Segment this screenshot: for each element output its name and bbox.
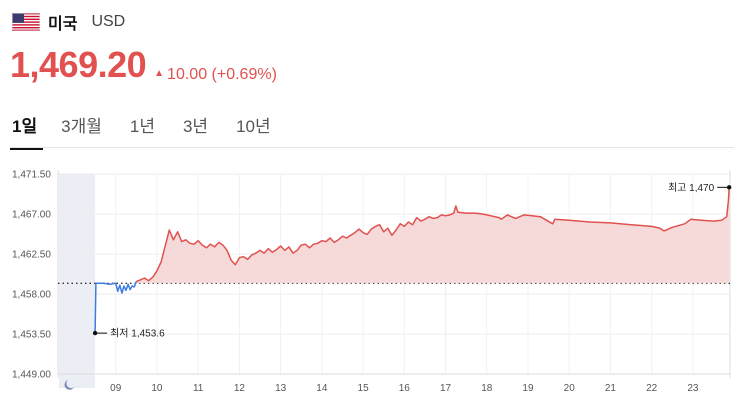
currency-code: USD xyxy=(91,13,126,30)
y-tick-label: 1,449.00 xyxy=(12,370,51,381)
x-tick-label: 23 xyxy=(687,383,699,394)
x-tick-label: 15 xyxy=(358,383,370,394)
currency-header: 미국 USD xyxy=(12,10,125,34)
up-arrow-icon: ▲ xyxy=(154,68,165,79)
y-tick-label: 1,467.00 xyxy=(12,210,51,221)
exchange-rate-chart[interactable]: 1,471.50 1,467.00 1,462.50 1,458.00 1,453.50… xyxy=(0,150,743,410)
high-point-label: 최고 1,470 xyxy=(668,182,715,194)
y-tick-label: 1,458.00 xyxy=(12,290,51,301)
x-tick-label: 20 xyxy=(564,383,576,394)
x-tick-label: 22 xyxy=(646,383,658,394)
low-point-label: 최저 1,453.6 xyxy=(110,328,165,340)
period-tabs: 1일 3개월 1년 3년 10년 xyxy=(10,112,297,150)
x-tick-label: 10 xyxy=(151,383,163,394)
x-tick-label: 17 xyxy=(440,383,452,394)
x-tick-label: 09 xyxy=(110,383,122,394)
tab-10years[interactable]: 10년 xyxy=(236,117,271,136)
premarket-band xyxy=(59,174,96,388)
price-row: 1,469.20 ▲ 10.00 (+0.69%) xyxy=(10,44,277,86)
x-tick-label: 13 xyxy=(275,383,287,394)
tab-1day[interactable]: 1일 xyxy=(10,112,44,150)
y-tick-label: 1,453.50 xyxy=(12,330,51,341)
x-tick-label: 19 xyxy=(522,383,534,394)
premarket-series-line xyxy=(94,281,138,334)
current-price: 1,469.20 xyxy=(10,44,147,85)
us-flag-icon xyxy=(12,13,40,31)
x-tick-label: 21 xyxy=(605,383,617,394)
main-series-line xyxy=(136,187,730,283)
y-tick-label: 1,471.50 xyxy=(12,170,51,181)
moon-icon xyxy=(64,380,74,390)
y-tick-label: 1,462.50 xyxy=(12,250,51,261)
tabs-divider xyxy=(10,147,734,148)
x-tick-label: 12 xyxy=(234,383,246,394)
tab-1year[interactable]: 1년 xyxy=(129,117,155,136)
tab-3months[interactable]: 3개월 xyxy=(61,117,102,136)
x-tick-label: 14 xyxy=(316,383,328,394)
main-series-area xyxy=(136,187,730,284)
price-change: ▲ 10.00 (+0.69%) xyxy=(154,66,277,84)
country-name: 미국 xyxy=(48,16,78,33)
price-change-value: 10.00 (+0.69%) xyxy=(167,65,277,83)
tab-3years[interactable]: 3년 xyxy=(182,117,209,136)
x-tick-label: 11 xyxy=(193,383,204,394)
x-tick-label: 18 xyxy=(481,383,493,394)
x-tick-label: 16 xyxy=(399,383,411,394)
